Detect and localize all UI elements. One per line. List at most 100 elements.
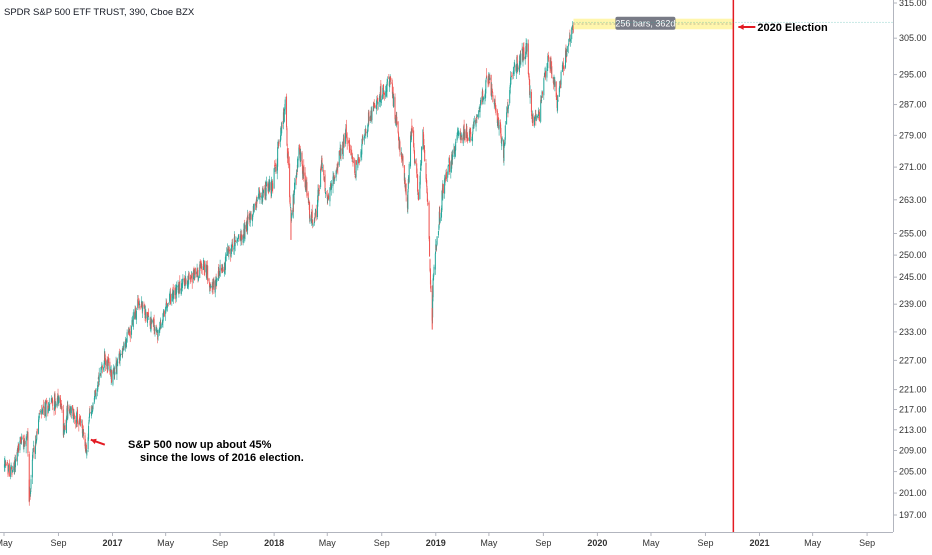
- candle-up-body: [50, 398, 52, 403]
- candle-down-body: [318, 190, 320, 191]
- candle-up-body: [433, 275, 435, 280]
- candle-down-body: [197, 269, 199, 278]
- candle-up-body: [135, 310, 137, 320]
- candle-up-body: [206, 268, 208, 280]
- candle-up-body: [165, 307, 167, 314]
- candle-down-body: [153, 319, 155, 331]
- candle-down-body: [334, 176, 336, 178]
- candle-up-body: [38, 416, 40, 418]
- candle-down-body: [562, 62, 564, 69]
- price-tick-label: 221.00: [899, 385, 927, 395]
- candle-up-body: [4, 460, 6, 467]
- candle-up-body: [436, 245, 438, 247]
- candle-down-body: [61, 403, 63, 406]
- candle-down-body: [323, 169, 325, 176]
- candle-down-body: [194, 268, 196, 275]
- candle-down-body: [500, 127, 502, 137]
- price-axis[interactable]: [893, 0, 932, 550]
- candle-down-body: [464, 131, 466, 141]
- candle-up-body: [298, 147, 300, 161]
- candle-down-body: [274, 165, 276, 167]
- candle-down-body: [348, 141, 350, 143]
- candle-up-body: [199, 264, 201, 278]
- candle-up-body: [26, 437, 28, 440]
- candle-up-body: [256, 200, 258, 202]
- candle-down-body: [213, 279, 215, 291]
- candle-up-body: [23, 439, 25, 441]
- candle-down-body: [545, 71, 547, 77]
- time-tick-label: May: [0, 538, 13, 548]
- candle-down-body: [278, 144, 280, 145]
- candle-down-body: [555, 81, 557, 98]
- candle-up-body: [219, 264, 221, 277]
- candle-up-body: [277, 147, 279, 167]
- candle-down-body: [488, 74, 490, 85]
- candle-up-body: [363, 137, 365, 140]
- candle-up-body: [126, 332, 128, 342]
- candle-up-body: [112, 371, 114, 385]
- candle-up-body: [165, 303, 167, 309]
- candle-up-body: [247, 215, 249, 231]
- candle-up-body: [150, 316, 152, 331]
- time-tick-label: Sep: [50, 538, 66, 548]
- candle-up-body: [451, 154, 453, 169]
- candle-up-body: [522, 48, 524, 63]
- candle-up-body: [240, 234, 242, 241]
- candle-up-body: [473, 121, 475, 129]
- candle-up-body: [566, 52, 568, 57]
- candle-down-body: [298, 145, 300, 149]
- candle-up-body: [506, 112, 508, 125]
- candle-down-body: [193, 277, 195, 281]
- candle-down-body: [50, 402, 52, 404]
- candle-up-body: [510, 77, 512, 86]
- candle-up-body: [513, 65, 515, 75]
- candle-up-body: [518, 60, 520, 73]
- candle-down-body: [352, 155, 354, 160]
- candle-up-body: [493, 102, 495, 105]
- candle-up-body: [92, 403, 94, 410]
- candle-up-body: [101, 363, 103, 368]
- candle-down-body: [20, 437, 22, 441]
- candle-up-body: [568, 40, 570, 42]
- candle-up-body: [173, 290, 175, 300]
- candle-up-body: [535, 115, 537, 121]
- candle-up-body: [318, 189, 320, 196]
- candle-up-body: [419, 181, 421, 200]
- candle-down-body: [368, 111, 370, 122]
- candle-down-body: [495, 108, 497, 112]
- candle-up-body: [506, 110, 508, 114]
- candle-up-body: [534, 117, 536, 126]
- candle-down-body: [430, 285, 432, 292]
- candle-up-body: [244, 225, 246, 240]
- candle-up-body: [421, 146, 423, 164]
- candle-up-body: [212, 285, 214, 288]
- candle-down-body: [541, 91, 543, 95]
- candle-down-body: [241, 234, 243, 240]
- candle-up-body: [25, 440, 27, 447]
- candle-down-body: [286, 148, 288, 158]
- candle-down-body: [221, 268, 223, 272]
- candle-down-body: [326, 193, 328, 195]
- candle-down-body: [365, 128, 367, 134]
- candle-down-body: [390, 76, 392, 81]
- candle-down-body: [429, 236, 431, 257]
- candle-up-body: [38, 419, 40, 434]
- time-tick-label: 2017: [102, 538, 122, 548]
- candle-up-body: [300, 152, 302, 162]
- candle-up-body: [274, 167, 276, 169]
- candle-up-body: [146, 314, 148, 323]
- time-tick-label: May: [804, 538, 822, 548]
- candle-up-body: [281, 122, 283, 134]
- candle-up-body: [73, 410, 75, 420]
- candle-up-body: [279, 139, 281, 142]
- candle-up-body: [410, 135, 412, 167]
- candle-down-body: [289, 197, 291, 205]
- candle-up-body: [47, 409, 49, 413]
- candle-down-body: [42, 405, 44, 408]
- price-tick-label: 255.00: [899, 229, 927, 239]
- candle-down-body: [563, 67, 565, 69]
- candle-down-body: [75, 421, 77, 425]
- price-tick-label: 205.00: [899, 467, 927, 477]
